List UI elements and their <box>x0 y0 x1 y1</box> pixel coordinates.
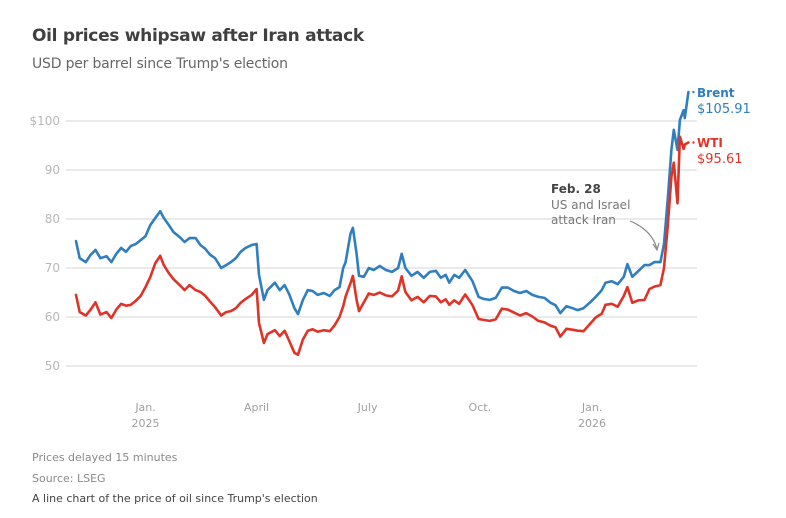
annotation-arrowhead <box>652 242 660 252</box>
series-line-wti <box>74 135 690 356</box>
chart-title: Oil prices whipsaw after Iran attack <box>32 26 364 46</box>
y-tick-label: 70 <box>45 261 60 275</box>
x-tick-sublabel: 2025 <box>132 417 160 430</box>
wti-last-value: $95.61 <box>697 152 743 167</box>
series-labels: Brent $105.91 WTI $95.61 <box>697 86 751 167</box>
y-tick-label: 90 <box>45 163 60 177</box>
annotation-text: attack Iran <box>551 213 616 227</box>
series-line-brent <box>74 90 690 316</box>
x-tick-label: April <box>244 401 269 414</box>
annotation-title: Feb. 28 <box>551 182 601 196</box>
series <box>74 90 695 356</box>
series-end-dot-brent <box>692 90 695 94</box>
x-axis: Jan. 2025 April July Oct. Jan. 2026 <box>132 401 607 430</box>
source-note: Source: LSEG <box>32 472 106 485</box>
y-axis: $100 90 80 70 60 50 <box>29 114 60 373</box>
annotation-arrow <box>629 220 658 250</box>
y-tick-label: 60 <box>45 310 60 324</box>
y-tick-label: $100 <box>29 114 60 128</box>
gridlines <box>66 120 697 367</box>
y-tick-label: 50 <box>45 359 60 373</box>
x-tick-label: Jan. <box>581 401 602 414</box>
annotation-text: US and Israel <box>551 198 630 212</box>
brent-last-value: $105.91 <box>697 102 751 117</box>
x-tick-label: Oct. <box>469 401 492 414</box>
delay-note: Prices delayed 15 minutes <box>32 451 178 464</box>
chart-subtitle: USD per barrel since Trump's election <box>32 56 288 72</box>
x-tick-label: July <box>357 401 378 414</box>
y-tick-label: 80 <box>45 212 60 226</box>
chart-description: A line chart of the price of oil since T… <box>32 492 318 505</box>
x-tick-label: Jan. <box>134 401 155 414</box>
x-tick-sublabel: 2026 <box>578 417 606 430</box>
series-end-dot-wti <box>692 141 695 144</box>
brent-label: Brent <box>697 86 735 100</box>
wti-label: WTI <box>697 136 723 150</box>
